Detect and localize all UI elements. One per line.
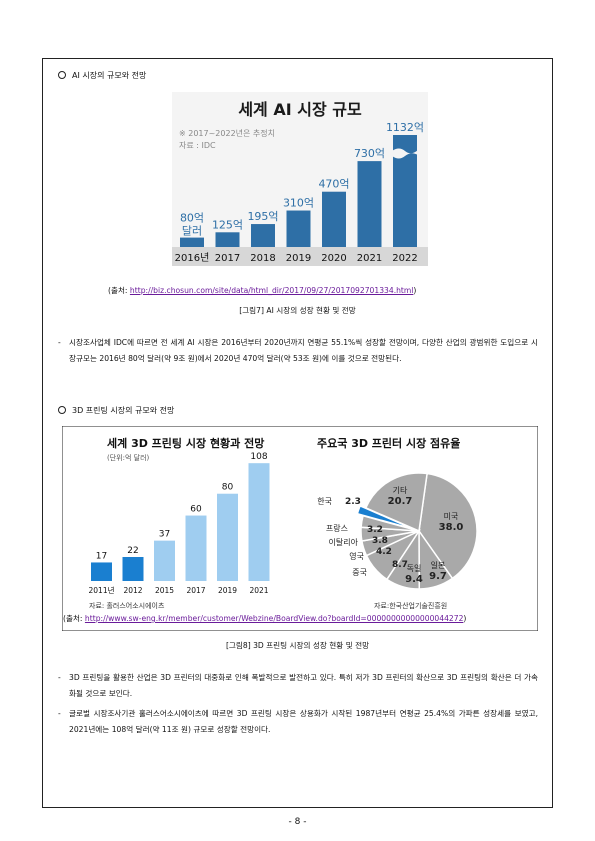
tick-label: 2015 [155, 586, 174, 595]
source-line-3d: (출처: http://www.sw-eng.kr/member/custome… [63, 614, 467, 623]
slice-value: 3.8 [372, 536, 388, 546]
data-label: 37 [159, 530, 170, 540]
tick-label: 2017 [186, 586, 205, 595]
slice-label: 영국 [349, 551, 364, 561]
pie-chart-source: 자료:한국산업기술진흥원 [374, 601, 447, 610]
bar [180, 237, 204, 247]
tick-label: 2016년 [175, 252, 210, 264]
page-frame [42, 58, 553, 808]
figure-caption-8: [그림8] 3D 프린팅 시장의 성장 현황 및 전망 [225, 641, 370, 650]
data-label: 310억 [283, 197, 314, 210]
tick-label: 2018 [250, 253, 275, 264]
tick-label: 2012 [123, 586, 142, 595]
tick-label: 2021 [249, 586, 268, 595]
data-label-unit: 달러 [182, 225, 202, 238]
paragraph-ai: - 시장조사업체 IDC에 따르면 전 세계 AI 시장은 2016년부터 202… [58, 338, 538, 363]
paragraph-3d-1: -3D 프린팅을 활용한 산업은 3D 프린터의 대중화로 인해 폭발적으로 발… [58, 673, 538, 698]
data-label: 22 [127, 546, 138, 556]
3d-printing-chart: 세계 3D 프린팅 시장 현황과 전망 (단위:억 달러) 17 2011년 22 2… [62, 426, 538, 631]
slice-value: 8.7 [392, 560, 408, 570]
chart-title: 세계 AI 시장 규모 [238, 100, 362, 119]
bar-chart-unit: (단위:억 달러) [107, 453, 150, 462]
slice-value: 38.0 [439, 522, 464, 533]
source-line-ai: (출처: http://biz.chosun.com/site/data/htm… [108, 286, 417, 295]
slice-label: 일본 [431, 561, 446, 570]
tick-label: 2022 [392, 253, 417, 264]
ai-market-chart: 세계 AI 시장 규모 ※ 2017~2022년은 추정치 자료 : IDC 8… [172, 92, 428, 266]
data-label: 125억 [212, 218, 243, 231]
data-label: 730억 [354, 147, 385, 160]
page-number: - 8 - [288, 817, 307, 827]
figure-caption-7: [그림7] AI 시장의 성장 현황 및 전망 [239, 306, 356, 315]
bullet-circle-icon [58, 405, 66, 414]
axis-band [172, 247, 428, 266]
source-link-3d[interactable]: http://www.sw-eng.kr/member/customer/Web… [84, 614, 464, 623]
data-label: 60 [190, 505, 202, 515]
pie-chart-title: 주요국 3D 프린터 시장 점유율 [317, 436, 460, 450]
slice-value: 9.4 [405, 574, 423, 585]
bar [286, 210, 311, 247]
bar [251, 224, 275, 247]
data-label: 17 [96, 551, 107, 561]
slice-value: 20.7 [388, 496, 413, 507]
data-label: 108 [250, 452, 267, 462]
bar [217, 493, 238, 581]
tick-label: 2019 [218, 586, 237, 595]
chart-note: ※ 2017~2022년은 추정치 [179, 128, 275, 138]
bar [357, 161, 382, 247]
slice-label: 미국 [444, 512, 459, 521]
pie-slice [418, 472, 478, 580]
chart-source-note: 자료 : IDC [179, 141, 216, 150]
data-label: 80 [222, 483, 234, 493]
bullet-circle-icon [58, 70, 66, 79]
data-label: 195억 [247, 210, 278, 223]
section-heading-ai: AI 시장의 규모와 전망 [58, 70, 146, 81]
slice-label: 이탈리아 [329, 537, 359, 547]
bar-chart-title: 세계 3D 프린팅 시장 현황과 전망 [107, 436, 264, 450]
bar [185, 515, 207, 581]
tick-label: 2021 [357, 253, 382, 264]
slice-label: 중국 [352, 568, 367, 577]
axis-break-mark [392, 148, 418, 159]
pie-slice [364, 472, 428, 533]
slice-label: 프랑스 [326, 523, 348, 533]
slice-value: 3.2 [367, 525, 383, 535]
bar [248, 463, 270, 581]
tick-label: 2011년 [89, 585, 115, 595]
data-label: 80억 [180, 212, 204, 225]
slice-value: 9.7 [429, 571, 447, 582]
tick-label: 2017 [215, 253, 240, 264]
slice-label: 한국 [317, 497, 332, 506]
data-label: 1132억 [386, 121, 424, 134]
bar [215, 232, 240, 247]
slice-value: 4.2 [376, 547, 392, 557]
section-heading-3d: 3D 프린팅 시장의 규모와 전망 [58, 405, 174, 416]
bar [322, 191, 346, 247]
tick-label: 2020 [321, 253, 346, 264]
slice-label: 독일 [407, 564, 422, 573]
tick-label: 2019 [286, 253, 311, 264]
source-link-ai[interactable]: http://biz.chosun.com/site/data/html_dir… [129, 286, 414, 295]
bar-chart-source: 자료: 홀러스어소시에이츠 [89, 601, 165, 610]
bar [154, 540, 175, 581]
bar [91, 562, 112, 581]
bar [122, 557, 144, 581]
paragraph-3d-2: - 글로벌 시장조사기관 홀러스어소시에이츠에 따르면 3D 프린팅 시장은 상용… [58, 709, 538, 734]
data-label: 470억 [318, 178, 349, 191]
slice-value: 2.3 [345, 497, 361, 507]
slice-label: 기타 [393, 486, 408, 495]
